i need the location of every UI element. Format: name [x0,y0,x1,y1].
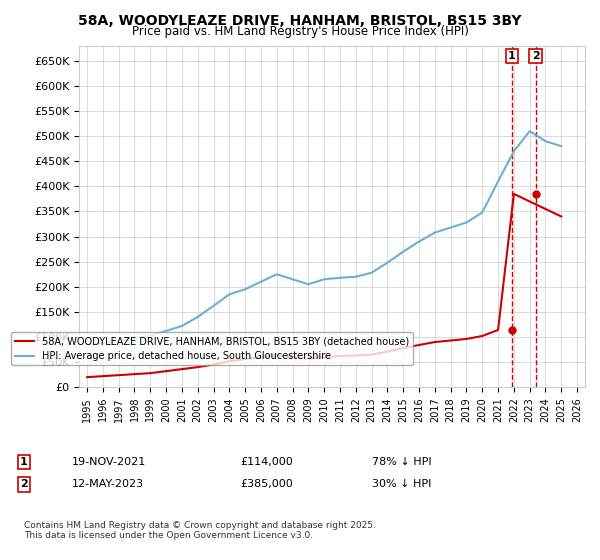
Legend: 58A, WOODYLEAZE DRIVE, HANHAM, BRISTOL, BS15 3BY (detached house), HPI: Average : 58A, WOODYLEAZE DRIVE, HANHAM, BRISTOL, … [11,333,413,365]
Text: 19-NOV-2021: 19-NOV-2021 [72,457,146,467]
Text: 12-MAY-2023: 12-MAY-2023 [72,479,144,489]
Text: 1: 1 [20,457,28,467]
Text: 58A, WOODYLEAZE DRIVE, HANHAM, BRISTOL, BS15 3BY: 58A, WOODYLEAZE DRIVE, HANHAM, BRISTOL, … [78,14,522,28]
Text: 2: 2 [20,479,28,489]
Text: 30% ↓ HPI: 30% ↓ HPI [372,479,431,489]
Text: 2: 2 [532,51,539,61]
Text: Contains HM Land Registry data © Crown copyright and database right 2025.
This d: Contains HM Land Registry data © Crown c… [24,521,376,540]
Text: £385,000: £385,000 [240,479,293,489]
Text: Price paid vs. HM Land Registry's House Price Index (HPI): Price paid vs. HM Land Registry's House … [131,25,469,38]
Text: 78% ↓ HPI: 78% ↓ HPI [372,457,431,467]
Text: £114,000: £114,000 [240,457,293,467]
Text: 1: 1 [508,51,516,61]
